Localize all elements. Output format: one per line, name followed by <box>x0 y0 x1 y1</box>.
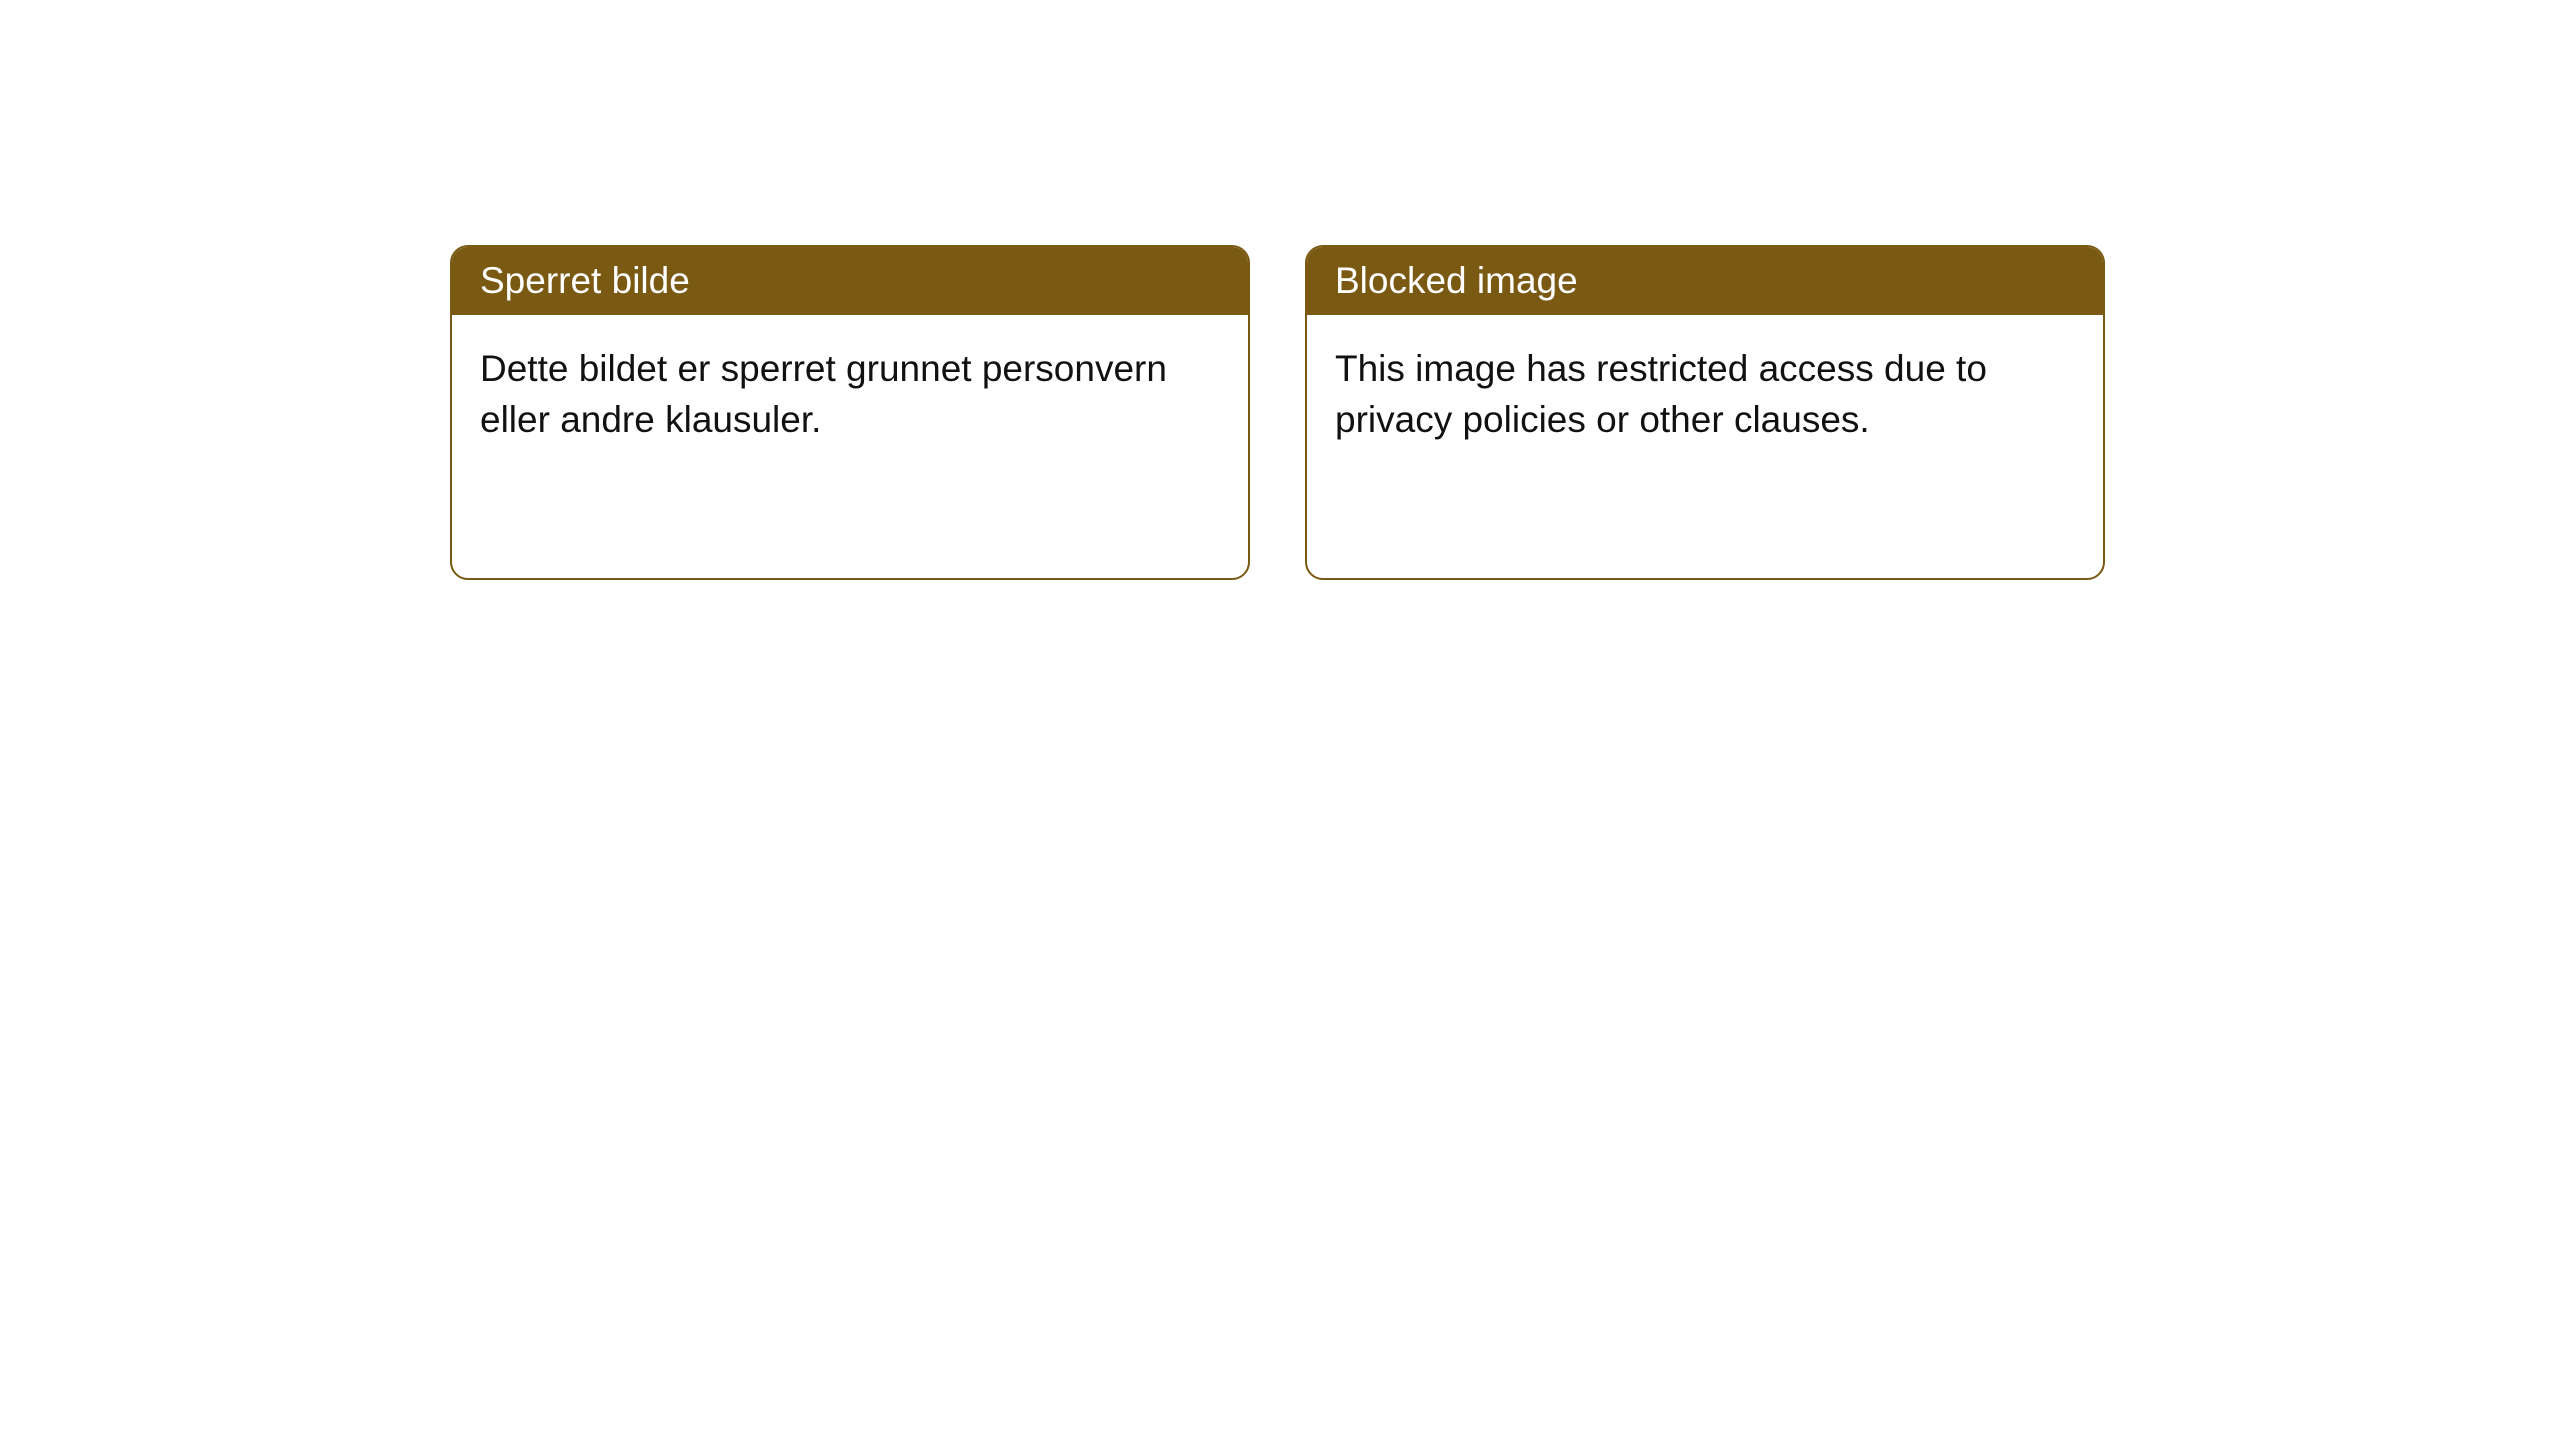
notice-header-no: Sperret bilde <box>452 247 1248 315</box>
notice-container: Sperret bilde Dette bildet er sperret gr… <box>450 245 2105 580</box>
notice-body-en: This image has restricted access due to … <box>1307 315 2103 473</box>
notice-header-en: Blocked image <box>1307 247 2103 315</box>
notice-box-en: Blocked image This image has restricted … <box>1305 245 2105 580</box>
notice-box-no: Sperret bilde Dette bildet er sperret gr… <box>450 245 1250 580</box>
notice-body-no: Dette bildet er sperret grunnet personve… <box>452 315 1248 473</box>
